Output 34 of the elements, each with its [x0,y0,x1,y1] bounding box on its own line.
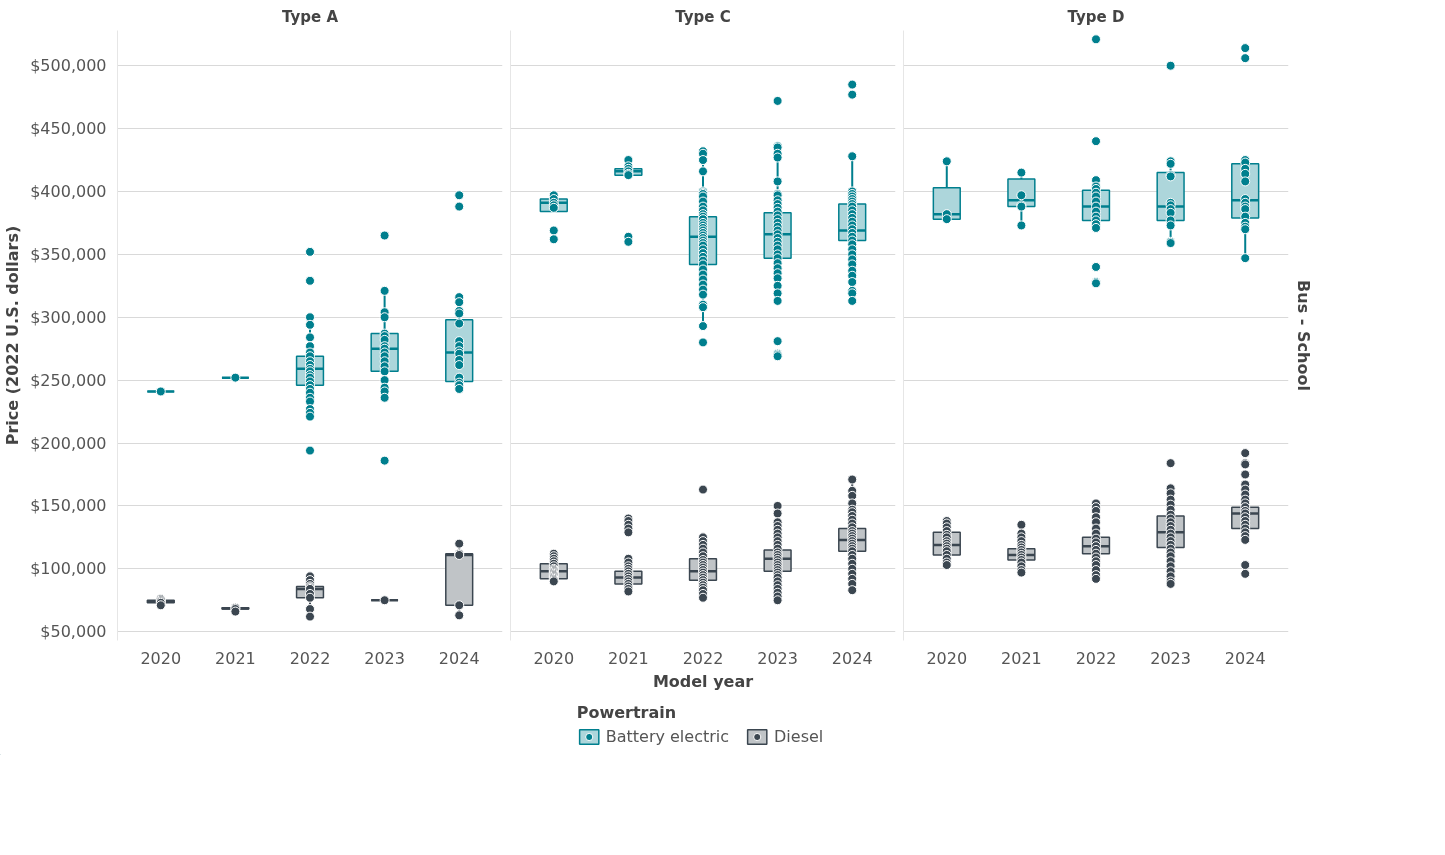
chart-title: Type C [675,7,731,26]
x-tick-label: 2020 [926,648,968,668]
chart-title: Type A [282,7,339,26]
x-tick-label: 2021 [1001,648,1042,668]
x-tick-label: 2020 [140,648,182,668]
x-tick-label: 2021 [608,648,649,668]
x-tick-label: 2023 [757,648,798,668]
y-tick-label: $150,000 [30,496,107,516]
x-tick-label: 2021 [215,648,256,668]
x-tick-label: 2022 [682,648,724,668]
y-tick-label: $250,000 [30,370,107,390]
x-tick-label: 2023 [1150,648,1191,668]
x-tick-label: 2020 [533,648,575,668]
y-tick-label: $450,000 [30,119,107,139]
x-axis-title: Model year [652,671,754,691]
legend-label: Diesel [774,726,824,746]
chart-title: Type D [1067,7,1125,26]
x-tick-label: 2024 [831,648,873,668]
x-tick-label: 2023 [364,648,405,668]
y-tick-label: $350,000 [30,244,107,264]
x-tick-label: 2024 [1224,648,1266,668]
y-tick-label: $100,000 [30,559,107,579]
y2-axis-title: Bus - School [1293,280,1313,391]
y-tick-label: $200,000 [30,433,107,453]
legend-label: Battery electric [605,726,730,746]
x-tick-label: 2024 [438,648,480,668]
x-tick-label: 2022 [289,648,331,668]
y-axis-title: Price (2022 U.S. dollars) [3,225,23,446]
y-tick-label: $400,000 [30,181,107,201]
legend-title: Powertrain [576,702,678,722]
y-tick-label: $500,000 [30,56,107,76]
y-tick-label: $50,000 [40,622,107,642]
y-tick-label: $300,000 [30,307,107,327]
x-tick-label: 2022 [1075,648,1117,668]
